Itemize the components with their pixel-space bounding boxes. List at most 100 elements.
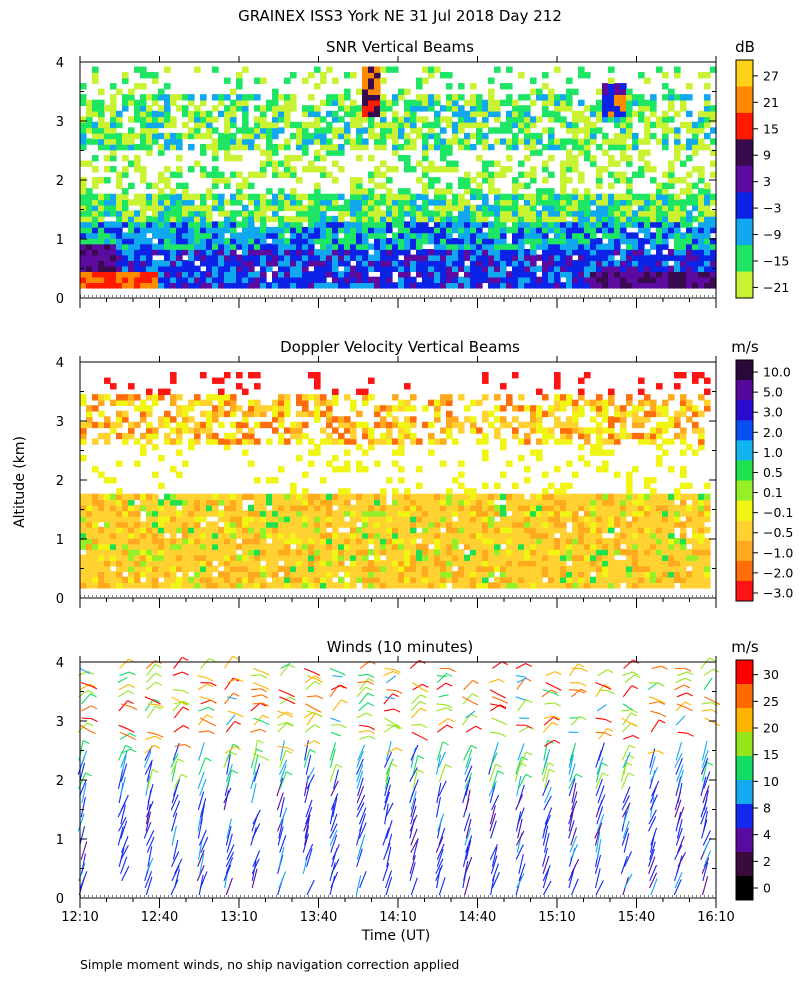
heatmap-cell	[128, 432, 135, 440]
heatmap-cell	[452, 132, 459, 140]
heatmap-cell	[278, 438, 285, 445]
heatmap-cell	[368, 221, 375, 228]
heatmap-cell	[392, 394, 399, 401]
heatmap-cell	[152, 265, 159, 272]
heatmap-cell	[686, 254, 693, 261]
heatmap-cell	[248, 182, 255, 190]
heatmap-cell	[572, 537, 579, 545]
heatmap-cell	[350, 565, 357, 572]
heatmap-cell	[362, 88, 369, 95]
heatmap-cell	[356, 138, 363, 145]
heatmap-cell	[110, 265, 117, 272]
heatmap-cell	[122, 438, 129, 445]
heatmap-cell	[344, 204, 351, 212]
heatmap-cell	[614, 88, 621, 95]
heatmap-cell	[572, 282, 579, 289]
heatmap-cell	[536, 582, 543, 589]
heatmap-cell	[500, 254, 507, 261]
heatmap-cell	[656, 66, 663, 73]
heatmap-cell	[98, 504, 105, 512]
heatmap-cell	[512, 143, 519, 151]
heatmap-cell	[614, 121, 621, 129]
heatmap-cell	[332, 127, 339, 134]
heatmap-cell	[140, 237, 147, 245]
heatmap-cell	[266, 154, 273, 162]
heatmap-cell	[362, 94, 369, 101]
heatmap-cell	[494, 265, 501, 272]
heatmap-cell	[230, 549, 237, 556]
heatmap-cell	[650, 260, 657, 267]
heatmap-cell	[254, 171, 261, 178]
heatmap-cell	[704, 83, 711, 90]
heatmap-cell	[272, 143, 279, 151]
heatmap-cell	[116, 394, 123, 401]
heatmap-cell	[194, 515, 201, 523]
heatmap-cell	[626, 154, 633, 162]
heatmap-cell	[332, 543, 339, 550]
heatmap-cell	[692, 243, 699, 250]
heatmap-cell	[290, 427, 297, 434]
heatmap-cell	[452, 127, 459, 134]
heatmap-cell	[554, 271, 561, 278]
heatmap-cell	[332, 388, 339, 395]
heatmap-cell	[500, 571, 507, 578]
heatmap-cell	[350, 515, 357, 523]
heatmap-cell	[524, 421, 531, 429]
heatmap-cell	[542, 571, 549, 578]
heatmap-cell	[104, 237, 111, 245]
heatmap-cell	[206, 254, 213, 261]
heatmap-cell	[284, 493, 291, 501]
heatmap-cell	[608, 427, 615, 434]
heatmap-cell	[386, 532, 393, 539]
heatmap-cell	[584, 210, 591, 217]
heatmap-cell	[536, 388, 543, 395]
heatmap-cell	[488, 265, 495, 272]
heatmap-cell	[224, 271, 231, 278]
heatmap-cell	[422, 132, 429, 140]
heatmap-cell	[620, 276, 627, 284]
heatmap-cell	[578, 210, 585, 217]
heatmap-cell	[170, 427, 177, 434]
heatmap-cell	[350, 554, 357, 561]
heatmap-cell	[644, 199, 651, 206]
heatmap-cell	[422, 254, 429, 261]
heatmap-cell	[260, 282, 267, 289]
heatmap-cell	[662, 171, 669, 178]
heatmap-cell	[344, 243, 351, 250]
heatmap-cell	[440, 510, 447, 517]
heatmap-cell	[248, 193, 255, 201]
heatmap-cell	[638, 138, 645, 145]
heatmap-cell	[512, 571, 519, 578]
heatmap-cell	[350, 105, 357, 112]
heatmap-cell	[434, 116, 441, 123]
heatmap-cell	[98, 254, 105, 261]
heatmap-cell	[296, 504, 303, 512]
heatmap-cell	[590, 449, 597, 456]
heatmap-cell	[134, 160, 141, 167]
heatmap-cell	[446, 83, 453, 90]
heatmap-cell	[698, 188, 705, 195]
heatmap-cell	[116, 515, 123, 523]
heatmap-cell	[710, 271, 717, 278]
heatmap-cell	[572, 571, 579, 578]
heatmap-cell	[218, 510, 225, 517]
heatmap-cell	[92, 127, 99, 134]
heatmap-cell	[596, 210, 603, 217]
heatmap-cell	[146, 243, 153, 250]
heatmap-cell	[218, 571, 225, 578]
heatmap-cell	[176, 449, 183, 456]
heatmap-cell	[416, 221, 423, 228]
heatmap-cell	[614, 504, 621, 512]
heatmap-cell	[314, 121, 321, 129]
heatmap-cell	[182, 460, 189, 467]
heatmap-cell	[536, 410, 543, 418]
heatmap-cell	[188, 532, 195, 539]
heatmap-cell	[128, 276, 135, 284]
heatmap-cell	[212, 226, 219, 234]
heatmap-cell	[464, 405, 471, 412]
heatmap-cell	[422, 521, 429, 528]
heatmap-cell	[566, 582, 573, 589]
heatmap-cell	[116, 560, 123, 567]
heatmap-cell	[146, 182, 153, 190]
heatmap-cell	[176, 576, 183, 584]
